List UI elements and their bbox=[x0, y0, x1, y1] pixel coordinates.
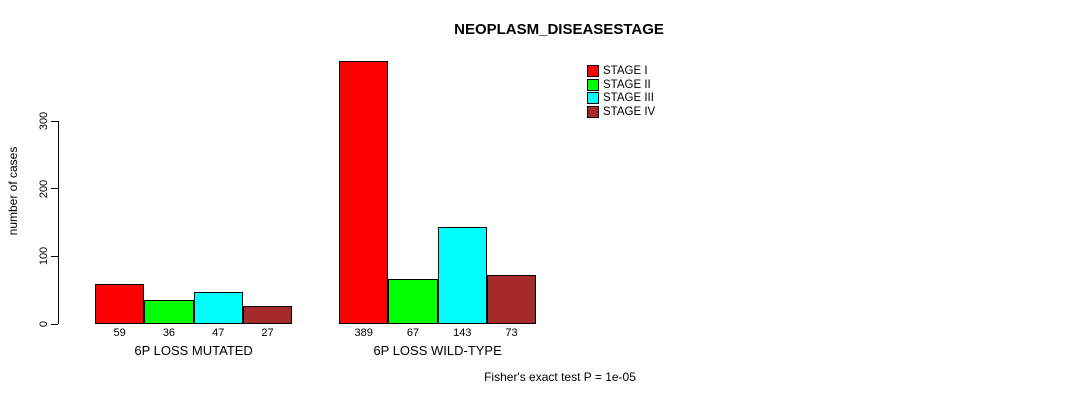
y-tick-mark-200 bbox=[51, 188, 58, 190]
legend-swatch-icon bbox=[587, 105, 599, 118]
y-tick-mark-100 bbox=[51, 255, 58, 257]
legend-label: STAGE III bbox=[603, 92, 654, 105]
bar-stage-iii-6p-loss-wild-type bbox=[437, 227, 487, 324]
bar-stage-iv-6p-loss-wild-type bbox=[486, 274, 537, 324]
legend-row-stage-i: STAGE I bbox=[587, 64, 655, 78]
legend-row-stage-ii: STAGE II bbox=[587, 78, 655, 92]
y-axis-line bbox=[58, 121, 59, 324]
y-axis-label: number of cases bbox=[6, 146, 20, 236]
chart-title: NEOPLASM_DISEASESTAGE bbox=[454, 21, 664, 38]
bar-value-stage-i-6p-loss-mutated: 59 bbox=[113, 327, 126, 339]
legend-label: STAGE I bbox=[603, 64, 648, 77]
y-tick-label-100: 100 bbox=[38, 247, 50, 266]
bar-stage-i-6p-loss-wild-type bbox=[339, 60, 389, 324]
bar-value-stage-i-6p-loss-wild-type: 389 bbox=[354, 327, 373, 339]
bar-value-stage-iv-6p-loss-wild-type: 73 bbox=[505, 327, 518, 339]
bar-value-stage-iv-6p-loss-mutated: 27 bbox=[261, 327, 274, 339]
group-label-6p-loss-wild-type: 6P LOSS WILD-TYPE bbox=[373, 343, 502, 358]
bar-value-stage-iii-6p-loss-wild-type: 143 bbox=[453, 327, 472, 339]
y-tick-label-200: 200 bbox=[38, 179, 50, 198]
y-tick-label-0: 0 bbox=[38, 320, 50, 328]
legend-swatch-icon bbox=[587, 92, 599, 105]
legend-label: STAGE II bbox=[603, 78, 651, 91]
bar-stage-i-6p-loss-mutated bbox=[95, 284, 145, 324]
y-tick-label-300: 300 bbox=[38, 111, 50, 131]
legend-swatch-icon bbox=[587, 78, 599, 91]
bar-stage-iii-6p-loss-mutated bbox=[193, 292, 243, 324]
bar-value-stage-iii-6p-loss-mutated: 47 bbox=[212, 327, 225, 339]
legend-swatch-icon bbox=[587, 64, 599, 77]
legend-label: STAGE IV bbox=[603, 105, 656, 118]
y-tick-mark-300 bbox=[51, 120, 58, 122]
bar-value-stage-ii-6p-loss-mutated: 36 bbox=[162, 327, 176, 339]
bar-stage-ii-6p-loss-wild-type bbox=[388, 278, 438, 324]
legend-row-stage-iii: STAGE III bbox=[587, 91, 655, 105]
bar-stage-ii-6p-loss-mutated bbox=[144, 299, 194, 324]
y-tick-mark-0 bbox=[51, 323, 58, 325]
bar-stage-iv-6p-loss-mutated bbox=[242, 305, 293, 324]
statistics-note: Fisher's exact test P = 1e-05 bbox=[484, 370, 636, 384]
group-label-6p-loss-mutated: 6P LOSS MUTATED bbox=[134, 343, 253, 358]
legend-row-stage-iv: STAGE IV bbox=[587, 105, 655, 119]
bar-value-stage-ii-6p-loss-wild-type: 67 bbox=[406, 327, 420, 339]
legend: STAGE I STAGE II STAGE III STAGE IV bbox=[587, 64, 655, 119]
